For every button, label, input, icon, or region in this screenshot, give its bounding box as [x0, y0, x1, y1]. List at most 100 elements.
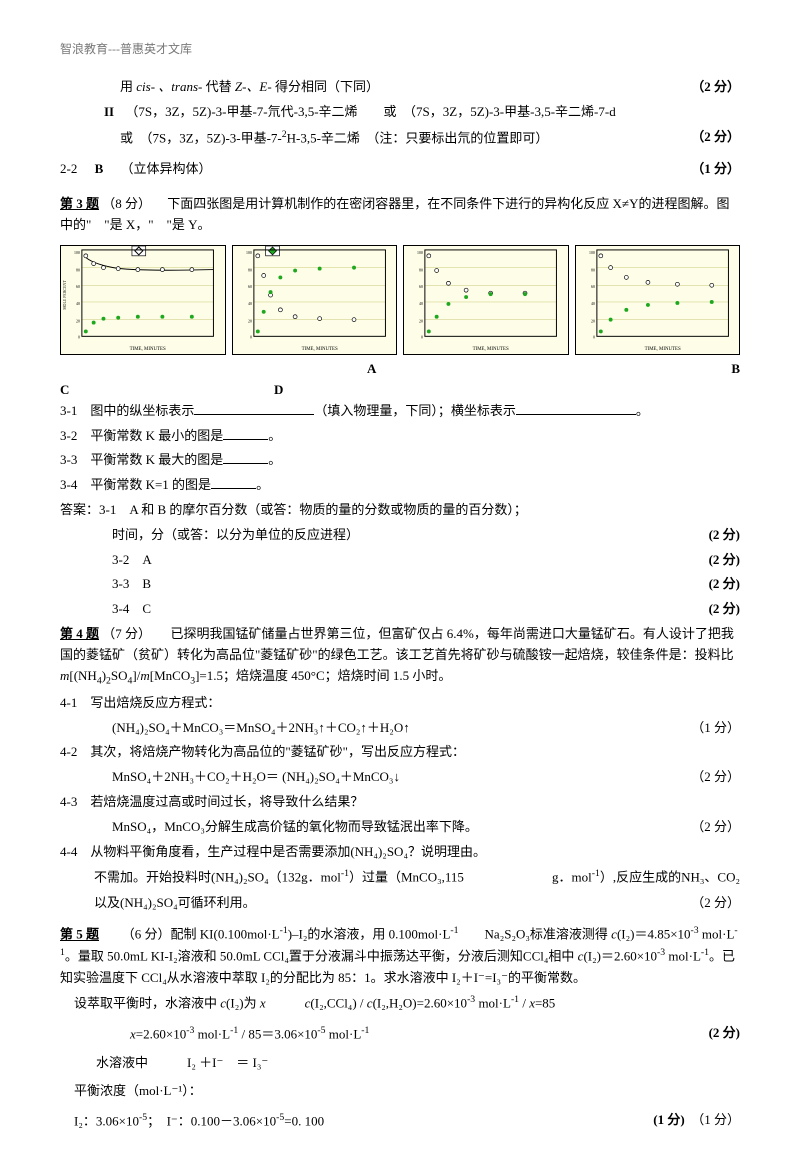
q5-title: 第 5 题	[60, 927, 99, 942]
text: mol·L	[665, 949, 701, 964]
q4-title: 第 4 题	[60, 626, 99, 641]
score: (2 分)	[709, 599, 740, 620]
text: 以及(NH₄)₂SO₄可循环利用。	[94, 895, 256, 910]
text: 3-1 图中的纵坐标表示	[60, 403, 194, 418]
s2: （1 分）	[698, 1112, 740, 1127]
chart-b: TIME, MINUTES 100806040200	[232, 245, 398, 355]
ans-label: 答案：	[60, 502, 99, 517]
q4-4-ans: 不需加。开始投料时(NH₄)₂SO₄（132g．mol-1）过量（MnCO₃,1…	[60, 866, 740, 888]
sol-line-3: 2-2 B （立体异构体） （1 分）	[60, 159, 740, 180]
page-header: 智浪教育---普惠英才文库	[60, 40, 740, 59]
q3-3: 3-3 平衡常数 K 最大的图是 。	[60, 450, 740, 471]
svg-text:100: 100	[589, 251, 595, 255]
text: 得分相同（下同）	[275, 79, 379, 94]
text: mol·L	[194, 1026, 230, 1041]
svg-text:0: 0	[592, 336, 594, 340]
svg-text:MOLE PERCENT: MOLE PERCENT	[63, 280, 67, 310]
chart-svg: TIME, MINUTES 100806040200	[576, 246, 740, 354]
q4-4-ans2: 以及(NH₄)₂SO₄可循环利用。 （2 分）	[60, 893, 740, 914]
q5-header: 第 5 题 （6 分）配制 KI(0.100mol·L-1)–I₂的水溶液，用 …	[60, 923, 740, 988]
text: 已探明我国锰矿储量占世界第三位，但富矿仅占 6.4%，每年尚需进口大量锰矿石。有…	[60, 626, 734, 662]
text: 3-3 B	[112, 576, 151, 591]
ans-34: 3-4 C(2 分)	[60, 599, 740, 620]
label-A: A	[60, 359, 386, 380]
text: 。	[256, 477, 269, 492]
svg-text:60: 60	[419, 286, 423, 290]
svg-text:0: 0	[78, 336, 80, 340]
score: (2 分)	[709, 550, 740, 571]
svg-text:80: 80	[590, 269, 594, 273]
score: （2 分）	[691, 767, 740, 788]
text: / 85＝3.06×10	[238, 1026, 317, 1041]
q4-3: 4-3 若焙烧温度过高或时间过长，将导致什么结果？	[60, 792, 740, 813]
q3-text: 下面四张图是用计算机制作的在密闭容器里，在不同条件下进行的异构化反应 X≠Y的进…	[60, 196, 729, 232]
score: (2 分)	[709, 525, 740, 546]
sup: -1	[701, 947, 709, 958]
sup: -5	[317, 1025, 325, 1036]
sup: -5	[139, 1112, 147, 1123]
text: [(NH	[69, 668, 96, 683]
blank	[223, 426, 268, 440]
text: =85	[535, 996, 555, 1011]
text: 3-2 平衡常数 K 最小的图是	[60, 428, 223, 443]
text: mol·L	[699, 927, 735, 942]
text: /	[519, 996, 529, 1011]
chart-svg: TIME, MINUTES 100806040200	[404, 246, 568, 354]
text: 3-3 平衡常数 K 最大的图是	[60, 452, 223, 467]
chart-svg: TIME, MINUTES 100806040200	[233, 246, 397, 354]
text: =2.60×10	[136, 1026, 186, 1041]
right-text: g．mol-1）,反应生成的NH₃、CO₂	[552, 866, 740, 888]
text: 。	[268, 452, 281, 467]
text: SO	[111, 668, 128, 683]
blank	[516, 401, 636, 415]
q3-pts: （8 分）	[102, 196, 151, 211]
text-italic: Z-、E-	[235, 79, 272, 94]
score: (2 分)	[709, 574, 740, 595]
svg-text:20: 20	[419, 320, 423, 324]
svg-text:20: 20	[247, 320, 251, 324]
text: ）过量（MnCO₃,115	[349, 870, 464, 885]
sup: -1	[230, 1025, 238, 1036]
score: （2 分）	[691, 77, 740, 98]
text: mol·L	[326, 1026, 362, 1041]
text: 配制 KI(0.100mol·L	[171, 927, 280, 942]
q3-4: 3-4 平衡常数 K=1 的图是。	[60, 475, 740, 496]
label-II: II	[104, 104, 114, 119]
text-italic: cis- 、trans-	[136, 79, 205, 94]
svg-text:80: 80	[419, 269, 423, 273]
q3-1: 3-1 图中的纵坐标表示（填入物理量，下同）；横坐标表示。	[60, 401, 740, 422]
svg-text:40: 40	[247, 302, 251, 306]
text: 或 （7S，3Z，5Z)-3-甲基-7-	[120, 130, 282, 145]
text: MnSO₄，MnCO₃分解生成高价锰的氧化物而导致锰泯出率下降。	[112, 819, 478, 834]
blank	[223, 450, 268, 464]
sup: -1	[280, 925, 288, 936]
sup: -3	[657, 947, 665, 958]
ans-31b: 时间，分（或答：以分为单位的反应进程） (2 分)	[60, 525, 740, 546]
score: (1 分) （1 分）	[653, 1110, 740, 1131]
s1: (1 分)	[653, 1112, 684, 1127]
text: 。量取 50.0mL KI-I₂溶液和 50.0mL CCl₄置于分液漏斗中振荡…	[65, 949, 578, 964]
text: H-3,5-辛二烯 （注：只要标出氘的位置即可）	[287, 130, 549, 145]
text: 用	[120, 79, 133, 94]
sup: -3	[691, 925, 699, 936]
svg-text:TIME, MINUTES: TIME, MINUTES	[130, 347, 166, 352]
equation: (NH₄)₂SO₄＋MnCO₃＝MnSO₄＋2NH₃↑＋CO₂↑＋H₂O↑	[112, 720, 410, 735]
score: （2 分）	[691, 893, 740, 914]
qnum: 2-2	[60, 161, 77, 176]
ans-letter: B	[95, 161, 104, 176]
q4-pts: （7 分）	[102, 626, 144, 641]
q5-step2: x=2.60×10-3 mol·L-1 / 85＝3.06×10-5 mol·L…	[60, 1023, 740, 1045]
text: I₂：3.06×10	[74, 1114, 139, 1129]
text: (I₂,CCl₄) /	[310, 996, 366, 1011]
text: )–I₂的水溶液，用 0.100mol·L	[288, 927, 451, 942]
score: （1 分）	[691, 718, 740, 739]
sup: -1	[341, 868, 349, 879]
score: （2 分）	[691, 817, 740, 838]
q4-2-eq: MnSO₄＋2NH₃＋CO₂＋H₂O＝ (NH₄)₂SO₄＋MnCO₃↓（2 分…	[60, 767, 740, 788]
svg-text:0: 0	[249, 336, 251, 340]
sup: -1	[450, 925, 458, 936]
text: (I₂)＝2.60×10	[583, 949, 657, 964]
q5-step1: 设萃取平衡时，水溶液中 c(I₂)为 x c(I₂,CCl₄) / c(I₂,H…	[60, 992, 740, 1014]
sup: -3	[467, 994, 475, 1005]
text: 时间，分（或答：以分为单位的反应进程）	[112, 527, 359, 542]
